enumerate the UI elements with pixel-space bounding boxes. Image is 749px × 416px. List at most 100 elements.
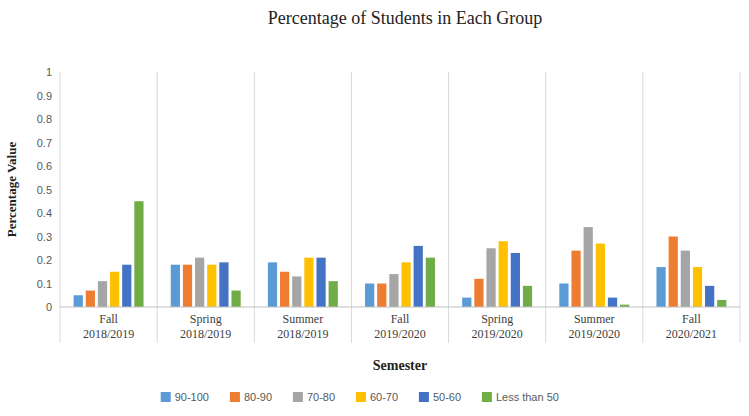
bar bbox=[134, 201, 143, 307]
bar bbox=[681, 251, 690, 307]
x-tick-label-line: Spring bbox=[481, 312, 513, 326]
bar bbox=[268, 262, 277, 307]
bar bbox=[292, 276, 301, 307]
grid-line bbox=[448, 72, 449, 343]
legend-label: 80-90 bbox=[244, 391, 272, 403]
bar bbox=[486, 248, 495, 307]
y-tick bbox=[56, 236, 60, 237]
grid-line bbox=[351, 72, 352, 343]
bar bbox=[74, 295, 83, 307]
bar bbox=[280, 272, 289, 307]
y-tick bbox=[56, 307, 60, 308]
legend-label: 50-60 bbox=[433, 391, 461, 403]
bar bbox=[717, 300, 726, 307]
legend: 90-100 80-90 70-80 60-70 50-60 Less than 50 bbox=[161, 391, 559, 403]
bar bbox=[511, 253, 520, 307]
legend-label: 70-80 bbox=[307, 391, 335, 403]
bar bbox=[705, 286, 714, 307]
y-tick-label: 0.2 bbox=[37, 254, 52, 266]
x-axis bbox=[60, 307, 740, 308]
bar bbox=[365, 284, 374, 308]
bar bbox=[86, 291, 95, 307]
y-tick bbox=[56, 260, 60, 261]
x-tick-label-line: Fall bbox=[682, 312, 701, 326]
bar bbox=[669, 237, 678, 308]
title: Percentage of Students in Each Group bbox=[268, 8, 542, 28]
bar bbox=[414, 246, 423, 307]
x-tick-label-line: Fall bbox=[99, 312, 118, 326]
bar bbox=[596, 244, 605, 307]
bar bbox=[219, 262, 228, 307]
x-tick-label-line: Summer bbox=[283, 312, 324, 326]
x-tick-label-line: 2018/2019 bbox=[83, 327, 134, 341]
x-tick-label-line: 2019/2020 bbox=[374, 327, 425, 341]
grid-line bbox=[740, 72, 741, 343]
x-tick-label-line: 2018/2019 bbox=[277, 327, 328, 341]
y-tick-label: 0 bbox=[46, 301, 52, 313]
bar bbox=[377, 284, 386, 308]
y-tick bbox=[56, 213, 60, 214]
x-tick-label-line: Spring bbox=[190, 312, 222, 326]
bar bbox=[499, 241, 508, 307]
bar bbox=[584, 227, 593, 307]
legend-label: 90-100 bbox=[175, 391, 209, 403]
x-tick-label: Spring2019/2020 bbox=[471, 312, 522, 341]
y-tick-label: 0.4 bbox=[37, 207, 52, 219]
y-tick-label: 0.1 bbox=[37, 278, 52, 290]
legend-label: Less than 50 bbox=[496, 391, 559, 403]
y-tick-label: 1 bbox=[46, 66, 52, 78]
bar bbox=[656, 267, 665, 307]
bar bbox=[559, 284, 568, 308]
bar bbox=[316, 258, 325, 307]
y-tick bbox=[56, 189, 60, 190]
y-tick bbox=[56, 95, 60, 96]
x-tick-label: Fall2018/2019 bbox=[83, 312, 134, 341]
x-tick-label: Spring2018/2019 bbox=[180, 312, 231, 341]
x-tick-label-line: 2019/2020 bbox=[471, 327, 522, 341]
y-tick bbox=[56, 119, 60, 120]
background bbox=[0, 0, 749, 416]
x-axis-label: Semester bbox=[373, 358, 427, 373]
y-tick bbox=[56, 72, 60, 73]
x-tick-label-line: 2018/2019 bbox=[180, 327, 231, 341]
bar bbox=[98, 281, 107, 307]
x-tick-label-line: 2019/2020 bbox=[569, 327, 620, 341]
legend-swatch bbox=[293, 392, 303, 402]
y-tick-label: 0.8 bbox=[37, 113, 52, 125]
y-tick bbox=[56, 283, 60, 284]
x-tick-label: Summer2018/2019 bbox=[277, 312, 328, 341]
bar bbox=[389, 274, 398, 307]
chart: Percentage of Students in Each Group 0 0.1… bbox=[0, 0, 749, 416]
bar bbox=[462, 298, 471, 307]
bar bbox=[183, 265, 192, 307]
y-tick-label: 0.6 bbox=[37, 160, 52, 172]
bars bbox=[74, 201, 727, 307]
legend-swatch bbox=[419, 392, 429, 402]
legend-label: 60-70 bbox=[370, 391, 398, 403]
bar bbox=[608, 298, 617, 307]
grid-line bbox=[642, 72, 643, 343]
legend-swatch bbox=[356, 392, 366, 402]
bar bbox=[110, 272, 119, 307]
legend-swatch bbox=[230, 392, 240, 402]
bar bbox=[171, 265, 180, 307]
bar bbox=[523, 286, 532, 307]
x-tick-label-line: 2020/2021 bbox=[666, 327, 717, 341]
legend-swatch bbox=[161, 392, 171, 402]
x-tick-label-line: Summer bbox=[574, 312, 615, 326]
bar bbox=[401, 262, 410, 307]
grid-line bbox=[157, 72, 158, 343]
x-tick-label: Summer2019/2020 bbox=[569, 312, 620, 341]
grid-line bbox=[60, 72, 61, 343]
grid-line bbox=[254, 72, 255, 343]
legend-swatch bbox=[482, 392, 492, 402]
bar bbox=[571, 251, 580, 307]
bar bbox=[304, 258, 313, 307]
y-tick-label: 0.7 bbox=[37, 137, 52, 149]
x-tick-label: Fall2019/2020 bbox=[374, 312, 425, 341]
bar bbox=[474, 279, 483, 307]
x-tick-label: Fall2020/2021 bbox=[666, 312, 717, 341]
bar bbox=[426, 258, 435, 307]
bar bbox=[195, 258, 204, 307]
bar bbox=[207, 265, 216, 307]
